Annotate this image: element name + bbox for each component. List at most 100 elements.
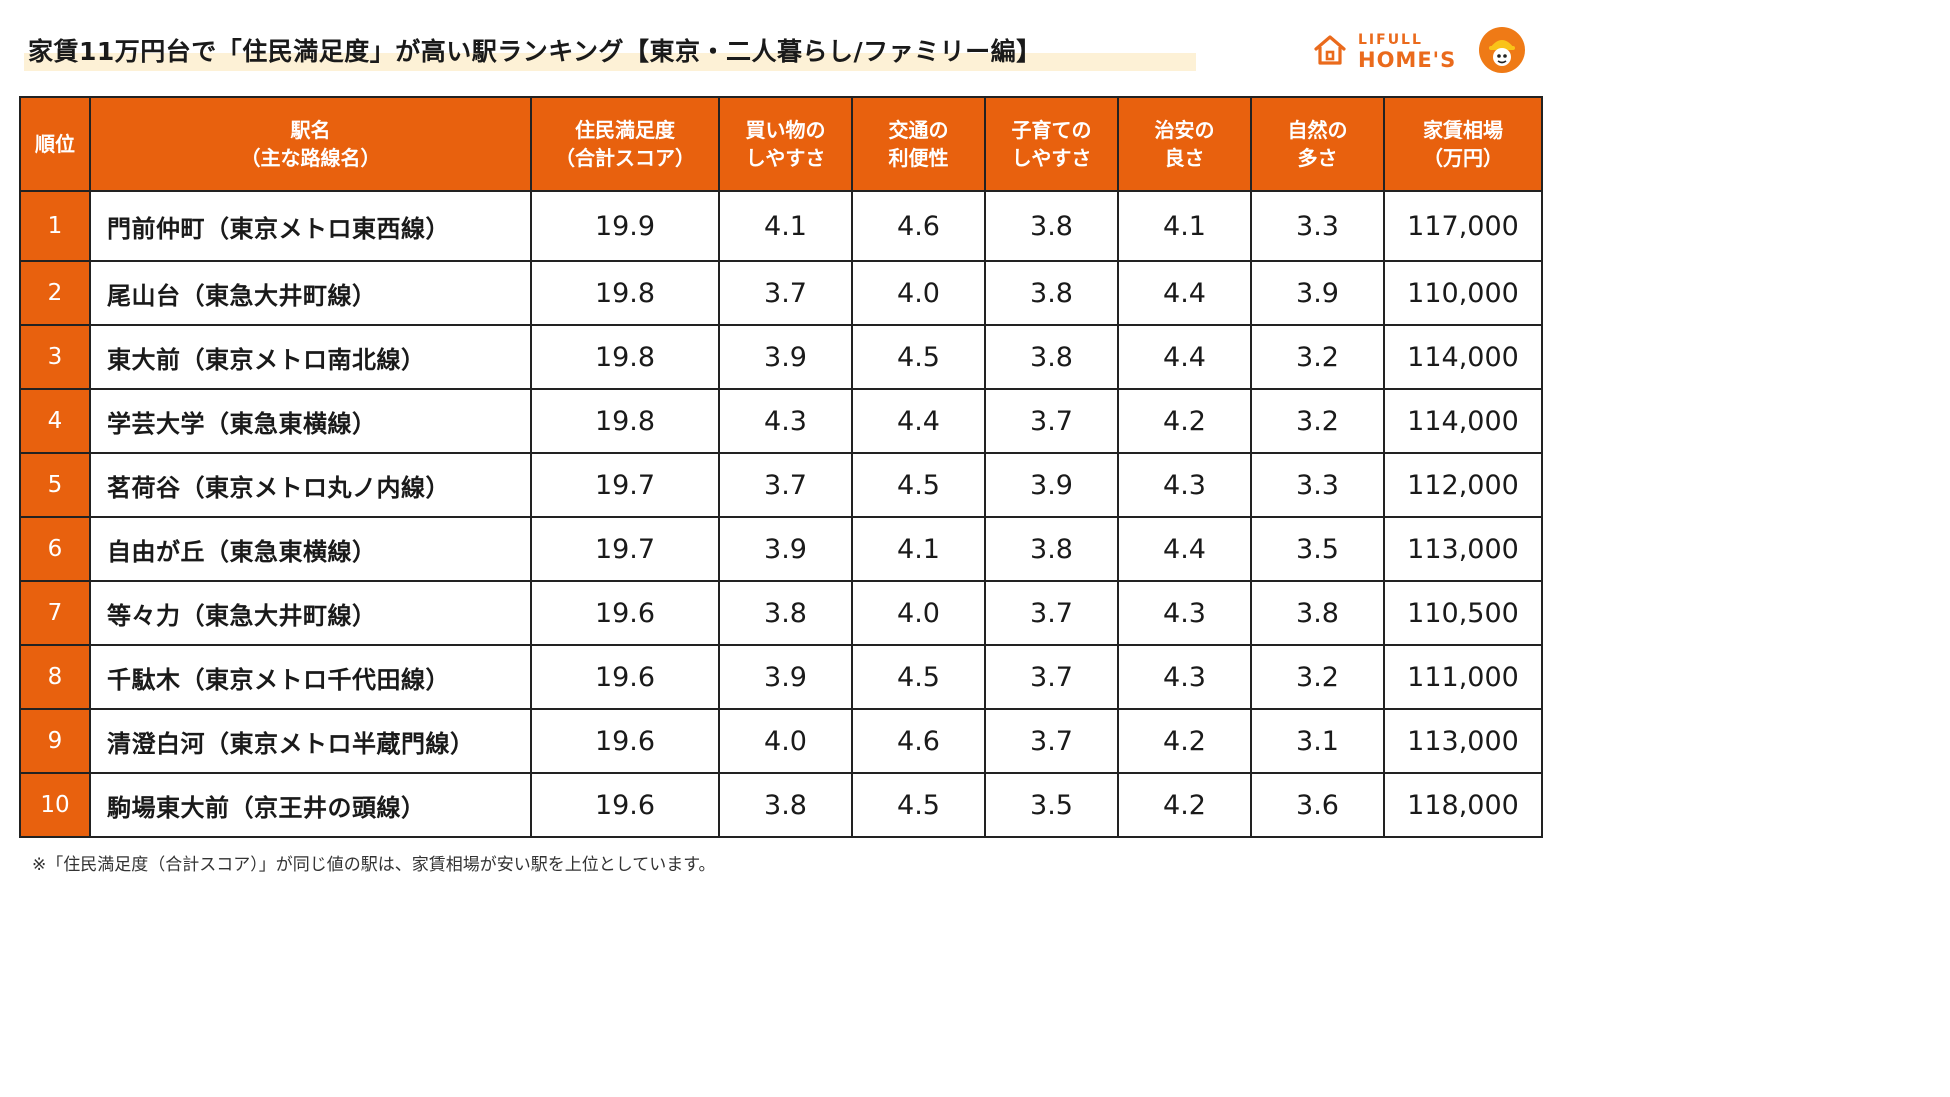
- mascot-icon: [1479, 27, 1525, 73]
- childcare-cell: 3.7: [984, 388, 1119, 454]
- station-cell: 駒場東大前（京王井の頭線）: [89, 772, 532, 838]
- safety-cell: 4.1: [1117, 190, 1252, 262]
- page-title: 家賃11万円台で「住民満足度」が高い駅ランキング【東京・二人暮らし/ファミリー編…: [28, 37, 1042, 66]
- column-header-childcare: 子育ての しやすさ: [984, 96, 1119, 192]
- rank-cell: 7: [19, 580, 91, 646]
- safety-cell: 4.4: [1117, 324, 1252, 390]
- rent-cell: 114,000: [1383, 324, 1543, 390]
- ranking-table: 順位 駅名 （主な路線名） 住民満足度 （合計スコア） 買い物の しやすさ 交通…: [19, 96, 1543, 838]
- table-row: 4 学芸大学（東急東横線） 19.8 4.3 4.4 3.7 4.2 3.2 114,000: [19, 388, 1543, 454]
- safety-cell: 4.2: [1117, 772, 1252, 838]
- rank-cell: 3: [19, 324, 91, 390]
- childcare-cell: 3.8: [984, 516, 1119, 582]
- rent-cell: 110,000: [1383, 260, 1543, 326]
- title-highlight: [24, 53, 1196, 71]
- transport-cell: 4.0: [851, 260, 986, 326]
- column-header-safety: 治安の 良さ: [1117, 96, 1252, 192]
- table-row: 7 等々力（東急大井町線） 19.6 3.8 4.0 3.7 4.3 3.8 110,500: [19, 580, 1543, 646]
- safety-cell: 4.3: [1117, 644, 1252, 710]
- column-header-shopping: 買い物の しやすさ: [718, 96, 853, 192]
- childcare-cell: 3.8: [984, 324, 1119, 390]
- nature-cell: 3.9: [1250, 260, 1385, 326]
- station-cell: 自由が丘（東急東横線）: [89, 516, 532, 582]
- childcare-cell: 3.7: [984, 644, 1119, 710]
- rent-cell: 112,000: [1383, 452, 1543, 518]
- footnote: ※「住民満足度（合計スコア）」が同じ値の駅は、家賃相場が安い駅を上位としています…: [32, 855, 716, 875]
- rent-cell: 113,000: [1383, 708, 1543, 774]
- safety-cell: 4.2: [1117, 388, 1252, 454]
- rank-cell: 8: [19, 644, 91, 710]
- shopping-cell: 3.8: [718, 580, 853, 646]
- safety-cell: 4.2: [1117, 708, 1252, 774]
- table-row: 2 尾山台（東急大井町線） 19.8 3.7 4.0 3.8 4.4 3.9 110,000: [19, 260, 1543, 326]
- childcare-cell: 3.7: [984, 708, 1119, 774]
- total-score-cell: 19.7: [530, 516, 720, 582]
- transport-cell: 4.1: [851, 516, 986, 582]
- station-cell: 茗荷谷（東京メトロ丸ノ内線）: [89, 452, 532, 518]
- table-row: 3 東大前（東京メトロ南北線） 19.8 3.9 4.5 3.8 4.4 3.2 114,000: [19, 324, 1543, 390]
- transport-cell: 4.5: [851, 772, 986, 838]
- shopping-cell: 3.8: [718, 772, 853, 838]
- total-score-cell: 19.6: [530, 708, 720, 774]
- lifull-homes-logo: LIFULL HOME'S: [1308, 22, 1528, 78]
- total-score-cell: 19.7: [530, 452, 720, 518]
- column-header-station: 駅名 （主な路線名）: [89, 96, 532, 192]
- table-body: 1 門前仲町（東京メトロ東西線） 19.9 4.1 4.6 3.8 4.1 3.3 117,00…: [19, 190, 1543, 838]
- table-row: 5 茗荷谷（東京メトロ丸ノ内線） 19.7 3.7 4.5 3.9 4.3 3.3 112,00…: [19, 452, 1543, 518]
- total-score-cell: 19.9: [530, 190, 720, 262]
- total-score-cell: 19.8: [530, 260, 720, 326]
- house-icon: [1314, 35, 1346, 65]
- station-cell: 尾山台（東急大井町線）: [89, 260, 532, 326]
- rent-cell: 118,000: [1383, 772, 1543, 838]
- rank-cell: 10: [19, 772, 91, 838]
- nature-cell: 3.5: [1250, 516, 1385, 582]
- nature-cell: 3.2: [1250, 324, 1385, 390]
- total-score-cell: 19.8: [530, 388, 720, 454]
- transport-cell: 4.0: [851, 580, 986, 646]
- column-header-total-score: 住民満足度 （合計スコア）: [530, 96, 720, 192]
- shopping-cell: 4.3: [718, 388, 853, 454]
- rent-cell: 111,000: [1383, 644, 1543, 710]
- transport-cell: 4.6: [851, 190, 986, 262]
- table-row: 1 門前仲町（東京メトロ東西線） 19.9 4.1 4.6 3.8 4.1 3.3 117,00…: [19, 190, 1543, 262]
- transport-cell: 4.4: [851, 388, 986, 454]
- station-cell: 東大前（東京メトロ南北線）: [89, 324, 532, 390]
- table-row: 10 駒場東大前（京王井の頭線） 19.6 3.8 4.5 3.5 4.2 3.6 118,00…: [19, 772, 1543, 838]
- table-row: 6 自由が丘（東急東横線） 19.7 3.9 4.1 3.8 4.4 3.5 113,000: [19, 516, 1543, 582]
- shopping-cell: 3.9: [718, 644, 853, 710]
- shopping-cell: 3.9: [718, 324, 853, 390]
- column-header-nature: 自然の 多さ: [1250, 96, 1385, 192]
- nature-cell: 3.2: [1250, 644, 1385, 710]
- column-header-rank: 順位: [19, 96, 91, 192]
- rent-cell: 114,000: [1383, 388, 1543, 454]
- logo-text-homes: HOME'S: [1358, 48, 1457, 72]
- transport-cell: 4.6: [851, 708, 986, 774]
- station-cell: 学芸大学（東急東横線）: [89, 388, 532, 454]
- shopping-cell: 3.9: [718, 516, 853, 582]
- safety-cell: 4.4: [1117, 516, 1252, 582]
- childcare-cell: 3.7: [984, 580, 1119, 646]
- table-row: 9 清澄白河（東京メトロ半蔵門線） 19.6 4.0 4.6 3.7 4.2 3.1 113,0…: [19, 708, 1543, 774]
- rank-cell: 9: [19, 708, 91, 774]
- nature-cell: 3.2: [1250, 388, 1385, 454]
- safety-cell: 4.3: [1117, 580, 1252, 646]
- nature-cell: 3.3: [1250, 190, 1385, 262]
- table-row: 8 千駄木（東京メトロ千代田線） 19.6 3.9 4.5 3.7 4.3 3.2 111,00…: [19, 644, 1543, 710]
- total-score-cell: 19.6: [530, 580, 720, 646]
- rent-cell: 113,000: [1383, 516, 1543, 582]
- safety-cell: 4.4: [1117, 260, 1252, 326]
- total-score-cell: 19.6: [530, 772, 720, 838]
- shopping-cell: 3.7: [718, 260, 853, 326]
- childcare-cell: 3.9: [984, 452, 1119, 518]
- total-score-cell: 19.8: [530, 324, 720, 390]
- shopping-cell: 4.1: [718, 190, 853, 262]
- title-area: 家賃11万円台で「住民満足度」が高い駅ランキング【東京・二人暮らし/ファミリー編…: [28, 30, 1042, 70]
- nature-cell: 3.1: [1250, 708, 1385, 774]
- column-header-rent: 家賃相場 （万円）: [1383, 96, 1543, 192]
- nature-cell: 3.3: [1250, 452, 1385, 518]
- total-score-cell: 19.6: [530, 644, 720, 710]
- childcare-cell: 3.8: [984, 190, 1119, 262]
- transport-cell: 4.5: [851, 452, 986, 518]
- childcare-cell: 3.8: [984, 260, 1119, 326]
- rent-cell: 117,000: [1383, 190, 1543, 262]
